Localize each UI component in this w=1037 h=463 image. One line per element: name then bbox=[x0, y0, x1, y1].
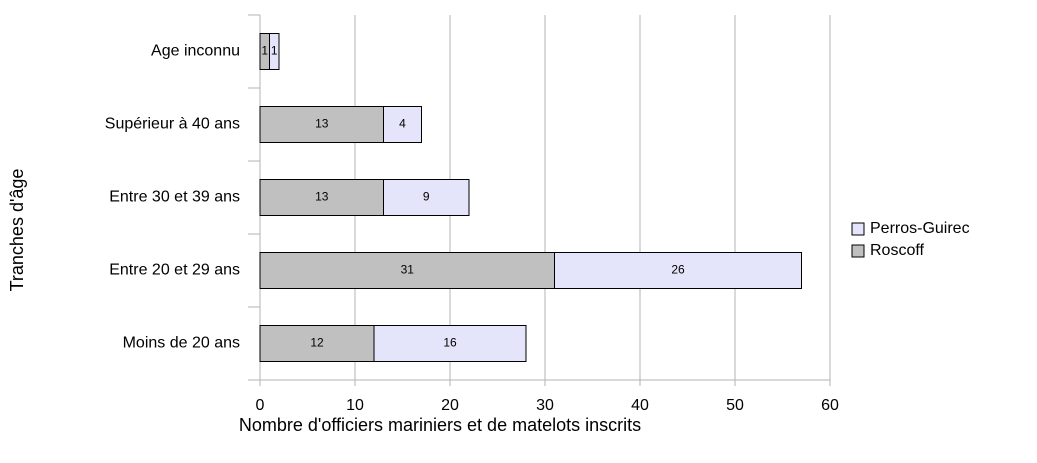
data-label: 1 bbox=[261, 44, 268, 58]
x-tick-label: 0 bbox=[256, 397, 265, 414]
x-tick-label: 20 bbox=[441, 397, 459, 414]
y-tick-label: Entre 30 et 39 ans bbox=[109, 189, 240, 206]
legend-swatch bbox=[851, 222, 865, 236]
x-tick-label: 30 bbox=[536, 397, 554, 414]
data-label: 16 bbox=[443, 336, 457, 350]
x-tick-label: 50 bbox=[726, 397, 744, 414]
bar bbox=[269, 33, 280, 70]
data-label: 12 bbox=[310, 336, 324, 350]
legend-label: Perros-Guirec bbox=[870, 220, 970, 237]
bar bbox=[259, 252, 555, 289]
data-label: 26 bbox=[671, 263, 685, 277]
x-axis-label: Nombre d'officiers mariniers et de matel… bbox=[239, 415, 641, 435]
data-label: 4 bbox=[399, 117, 406, 131]
data-label: 9 bbox=[423, 190, 430, 204]
y-tick-label: Supérieur à 40 ans bbox=[105, 116, 240, 133]
y-axis-label: Tranches d'âge bbox=[7, 169, 27, 292]
x-tick-label: 40 bbox=[631, 397, 649, 414]
y-tick-label: Entre 20 et 29 ans bbox=[109, 262, 240, 279]
data-label: 13 bbox=[315, 190, 329, 204]
y-tick-label: Age inconnu bbox=[151, 43, 240, 60]
bar bbox=[383, 106, 422, 143]
x-tick-label: 60 bbox=[821, 397, 839, 414]
bar bbox=[259, 325, 375, 362]
bar bbox=[554, 252, 802, 289]
bar bbox=[373, 325, 527, 362]
data-label: 13 bbox=[315, 117, 329, 131]
legend-label: Roscoff bbox=[870, 242, 925, 259]
y-tick-label: Moins de 20 ans bbox=[123, 335, 240, 352]
x-tick-label: 10 bbox=[346, 397, 364, 414]
data-label: 31 bbox=[401, 263, 415, 277]
data-label: 1 bbox=[271, 44, 278, 58]
bar bbox=[259, 179, 384, 216]
bar bbox=[383, 179, 470, 216]
legend-swatch bbox=[851, 244, 865, 258]
